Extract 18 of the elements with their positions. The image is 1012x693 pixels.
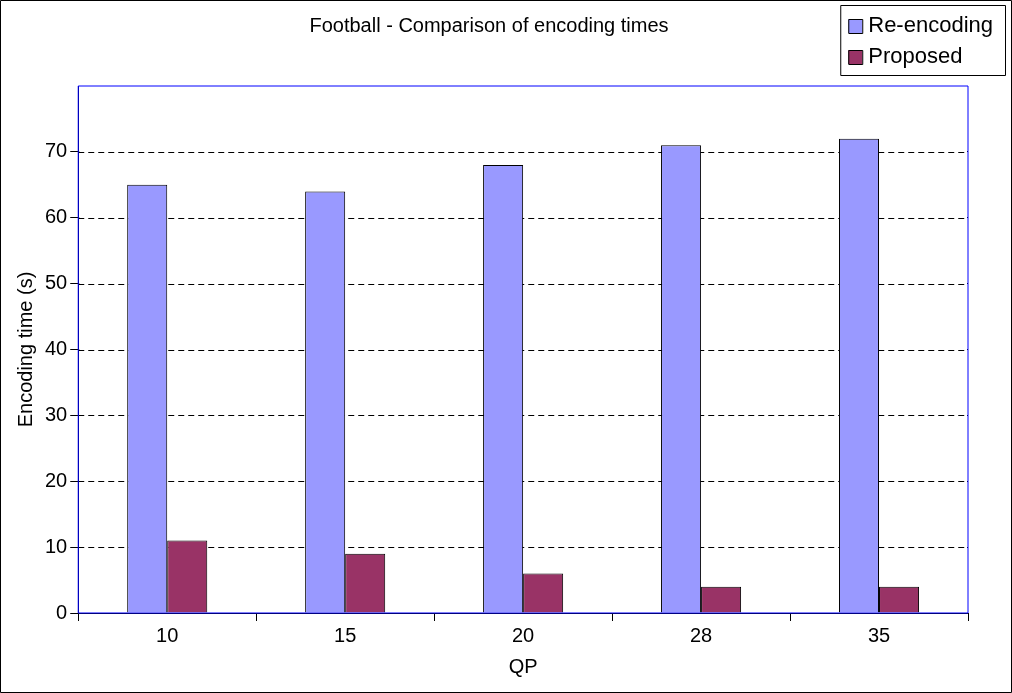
y-tick-label: 30 bbox=[45, 402, 68, 425]
legend-label: Re-encoding bbox=[868, 12, 993, 38]
y-tick-label: 60 bbox=[45, 205, 68, 228]
y-tick-label: 0 bbox=[56, 600, 68, 623]
x-tick-label: 28 bbox=[689, 623, 713, 646]
x-axis-title: QP bbox=[508, 654, 538, 677]
legend-label: Proposed bbox=[868, 43, 963, 69]
x-tick-label: 15 bbox=[334, 623, 357, 646]
x-tick-label: 10 bbox=[156, 623, 179, 646]
y-tick-label: 20 bbox=[45, 468, 68, 491]
y-tick-label: 40 bbox=[45, 337, 68, 360]
y-axis-title: Encoding time (s) bbox=[13, 271, 36, 428]
y-tick-label: 70 bbox=[45, 139, 68, 162]
y-tick-label: 10 bbox=[45, 534, 68, 557]
y-tick-label: 50 bbox=[45, 271, 68, 294]
x-tick-label: 20 bbox=[512, 623, 535, 646]
chart-title: Football - Comparison of encoding times bbox=[309, 13, 669, 36]
x-tick-label: 35 bbox=[867, 623, 891, 646]
